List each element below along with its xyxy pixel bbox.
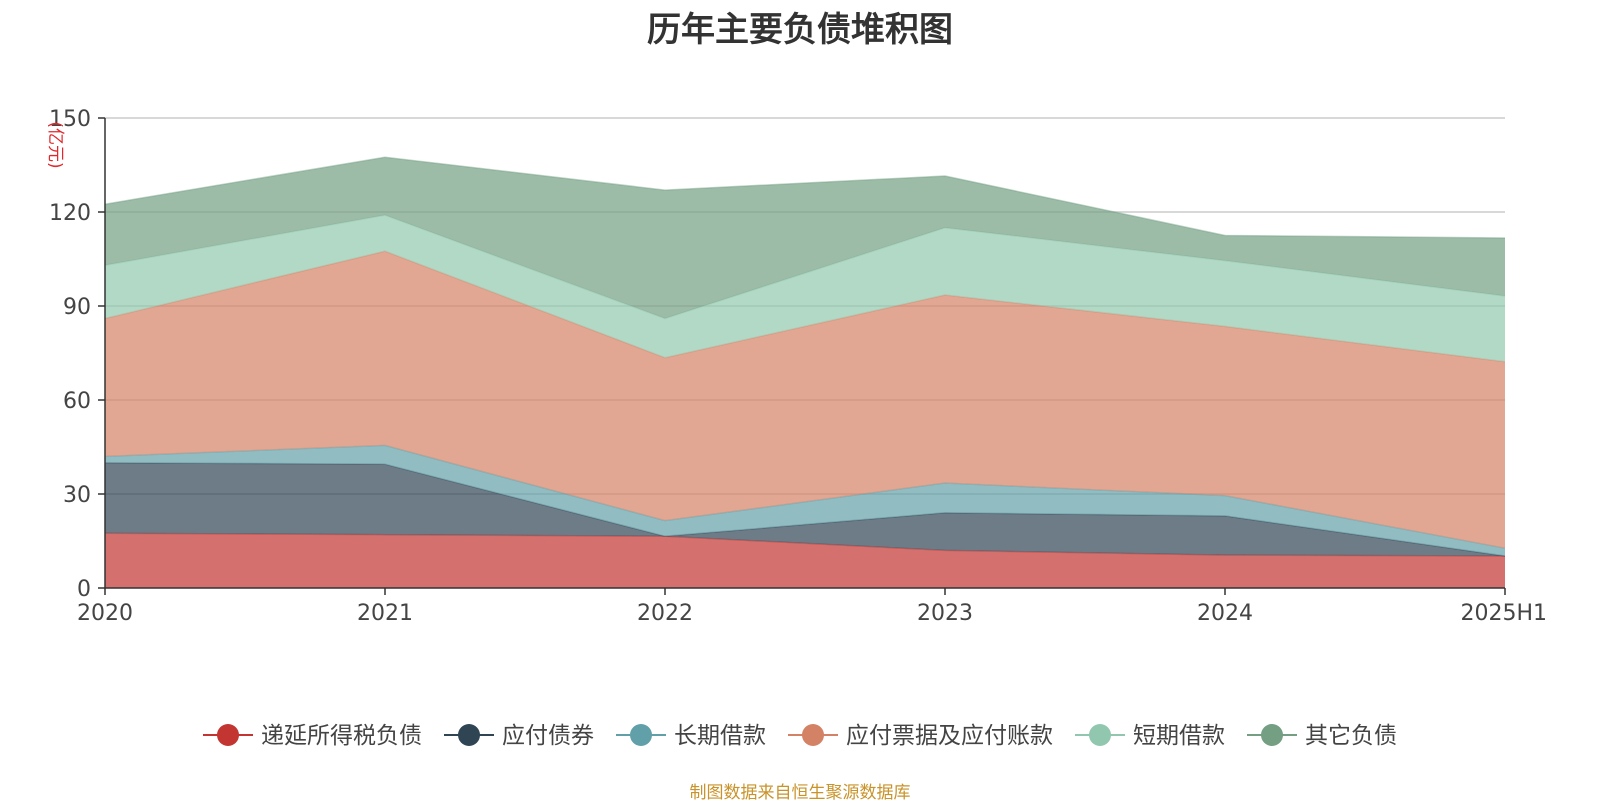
legend-label: 递延所得税负债 [261,723,422,749]
legend-marker [802,724,824,746]
x-tick-label: 2023 [917,601,973,626]
legend-marker [1261,724,1283,746]
y-tick-label: 120 [49,201,91,226]
y-tick-label: 0 [77,577,91,602]
legend-item-1[interactable]: 应付债券 [444,723,594,749]
legend-marker [217,724,239,746]
area-1[interactable] [105,462,1505,556]
y-tick-label: 30 [63,483,91,508]
x-tick-label: 2021 [357,601,413,626]
area-4[interactable] [105,215,1505,362]
source-note: 制图数据来自恒生聚源数据库 [689,783,911,803]
legend-marker [630,724,652,746]
y-tick-label: 60 [63,389,91,414]
legend-label: 应付债券 [502,723,594,749]
area-3[interactable] [105,251,1505,549]
x-tick-label: 2022 [637,601,693,626]
legend-item-2[interactable]: 长期借款 [616,723,766,749]
area-0[interactable] [105,533,1505,588]
legend-label: 其它负债 [1305,723,1397,749]
legend: 递延所得税负债 应付债券 长期借款 应付票据及应付账款 短期借款 其它负债 [203,723,1397,749]
legend-marker [458,724,480,746]
legend-label: 短期借款 [1133,723,1225,749]
area-5[interactable] [105,157,1505,319]
legend-item-0[interactable]: 递延所得税负债 [203,723,422,749]
y-tick-label: 90 [63,295,91,320]
x-tick-label: 2025H1 [1460,601,1547,626]
legend-marker [1089,724,1111,746]
area-edge-5 [104,156,1506,239]
legend-label: 应付票据及应付账款 [846,723,1053,749]
axes: 0 30 60 90 120 150 2020 2021 2022 2023 2024 2025H1 (… [45,107,1547,626]
y-axis-unit: (亿元) [45,121,65,168]
x-tick-label: 2020 [77,601,133,626]
area-2[interactable] [105,445,1505,556]
legend-item-3[interactable]: 应付票据及应付账款 [788,723,1053,749]
legend-item-5[interactable]: 其它负债 [1247,723,1397,749]
legend-label: 长期借款 [674,723,766,749]
chart-title: 历年主要负债堆积图 [647,10,953,50]
x-tick-label: 2024 [1197,601,1253,626]
legend-item-4[interactable]: 短期借款 [1075,723,1225,749]
area-series [104,156,1506,588]
y-tick-label: 150 [49,107,91,132]
